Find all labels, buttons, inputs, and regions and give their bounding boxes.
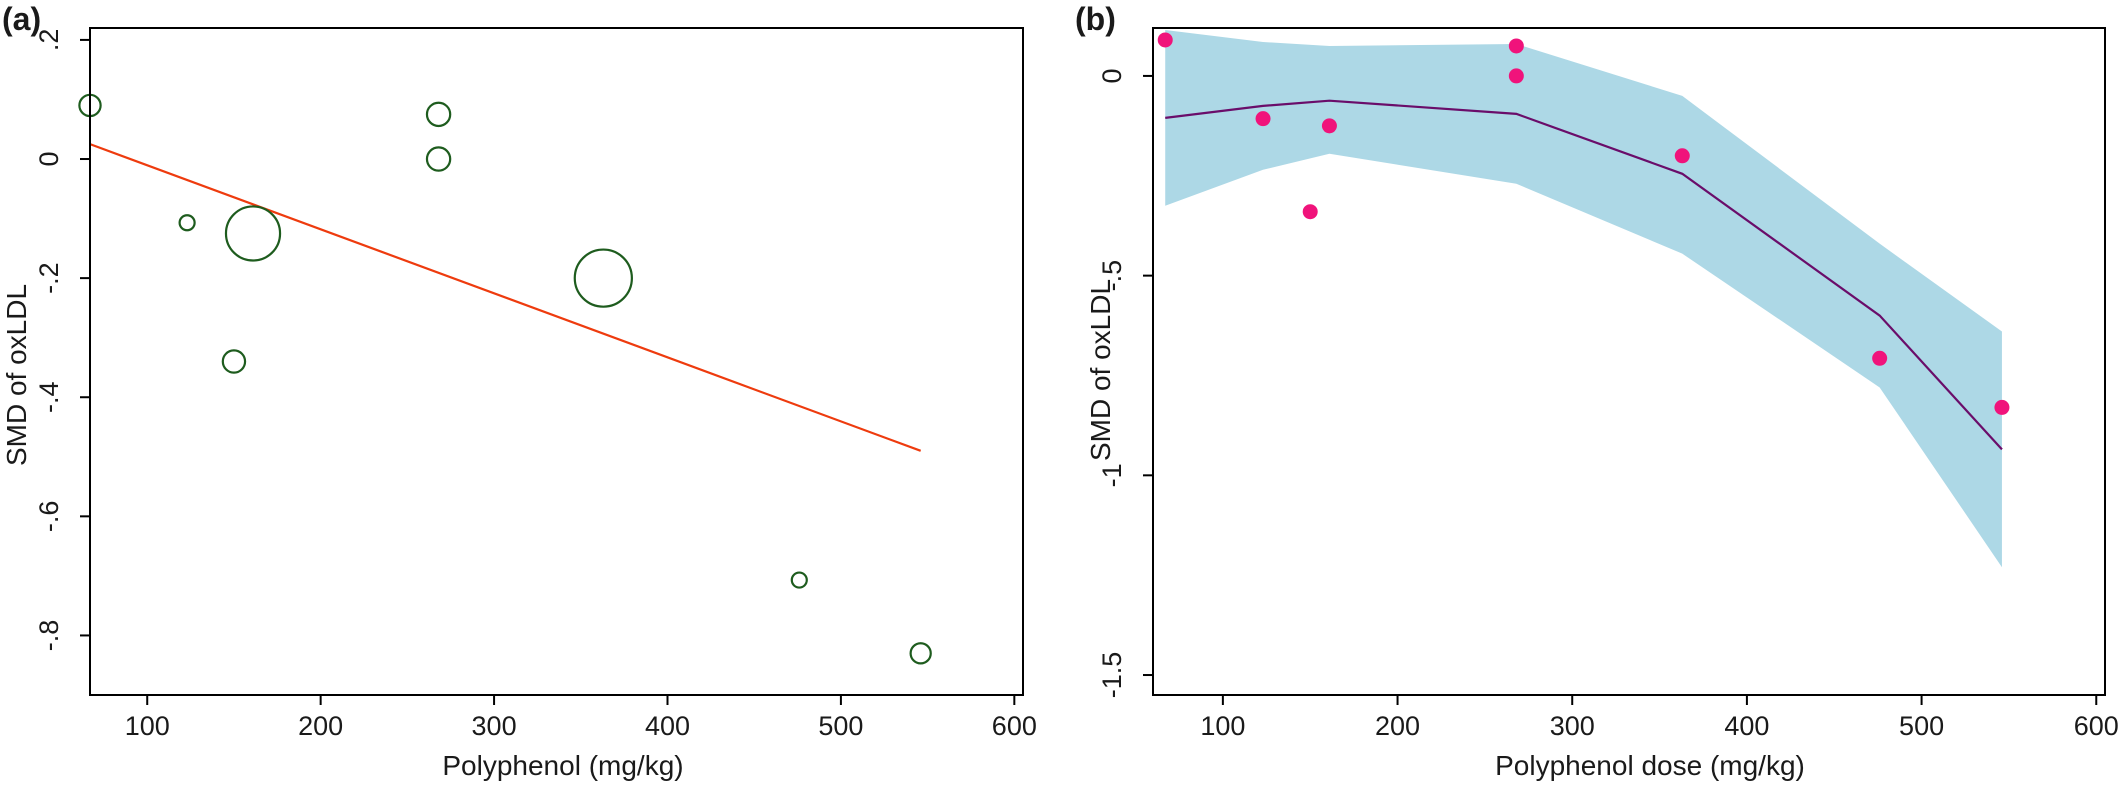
y-tick-label: -.8: [34, 620, 64, 652]
y-axis-title: SMD of oxLDL: [1, 284, 32, 466]
y-tick-label: -.2: [34, 262, 64, 294]
y-tick-label: -.5: [1097, 260, 1127, 292]
study-bubble-marker: [573, 248, 633, 308]
y-tick-label: -1.5: [1097, 652, 1127, 699]
x-tick-label: 400: [1724, 711, 1769, 741]
x-tick-label: 400: [645, 711, 690, 741]
y-axis-title: SMD of oxLDL: [1085, 279, 1116, 461]
regression-fit-line: [89, 143, 922, 452]
data-point-marker: [1321, 118, 1337, 134]
x-tick-label: 500: [818, 711, 863, 741]
data-point-marker: [1157, 32, 1173, 48]
data-point-marker: [1674, 148, 1690, 164]
data-point-marker: [1508, 68, 1524, 84]
plot-frame: [89, 27, 1024, 696]
study-bubble-marker: [224, 205, 282, 262]
x-axis-title: Polyphenol dose (mg/kg): [1495, 750, 1805, 781]
data-point-marker: [1255, 111, 1271, 127]
axes-group: 100 200 300 400 500 600 -.8 -.6 -.4 -.2 0 .2: [34, 27, 1037, 741]
y-tick-label: 0: [34, 152, 64, 167]
study-bubble-marker: [790, 571, 808, 589]
x-tick-label: 500: [1899, 711, 1944, 741]
panel-a-scatter-plot: (a) 100 200 300 400 500 600 -.8 -.6 -.4 -.2 0 .2 Po…: [1, 1, 1037, 781]
panel-a-label: (a): [2, 1, 41, 37]
axes-group: 100 200 300 400 500 600 -1.5 -1 -.5 0: [1097, 27, 2119, 741]
x-tick-label: 200: [1375, 711, 1420, 741]
y-tick-label: .2: [34, 29, 64, 52]
x-tick-label: 200: [298, 711, 343, 741]
data-point-marker: [1994, 399, 2010, 415]
study-bubble-marker: [221, 349, 247, 374]
x-tick-label: 300: [1550, 711, 1595, 741]
y-tick-label: 0: [1097, 68, 1127, 83]
confidence-band-group: [1165, 29, 2002, 568]
x-tick-label: 600: [992, 711, 1037, 741]
x-tick-label: 600: [2074, 711, 2119, 741]
study-bubble-marker: [425, 146, 452, 172]
data-points-group: [78, 93, 932, 665]
data-points-group: [1157, 32, 2010, 415]
fit-line-group: [89, 143, 922, 452]
data-point-marker: [1508, 38, 1524, 54]
confidence-band: [1165, 29, 2002, 568]
x-tick-label: 100: [125, 711, 170, 741]
study-bubble-marker: [425, 101, 452, 128]
panel-b-dose-response-plot: (b) 100 200 300 400 500 600 -1.5 -1 -.5 0 Polyphe…: [1075, 1, 2119, 781]
y-tick-label: -.4: [34, 381, 64, 413]
data-point-marker: [1872, 350, 1888, 366]
study-bubble-marker: [178, 214, 196, 232]
y-tick-label: -1: [1097, 463, 1127, 487]
y-tick-label: -.6: [34, 501, 64, 533]
plot-frame: [1152, 27, 2106, 696]
x-tick-label: 300: [472, 711, 517, 741]
x-tick-label: 100: [1200, 711, 1245, 741]
panel-b-label: (b): [1075, 1, 1116, 37]
curve-group: [1165, 99, 2003, 451]
dose-response-curve: [1165, 99, 2003, 451]
data-point-marker: [1302, 204, 1318, 220]
x-axis-title: Polyphenol (mg/kg): [442, 750, 683, 781]
study-bubble-marker: [909, 642, 932, 665]
